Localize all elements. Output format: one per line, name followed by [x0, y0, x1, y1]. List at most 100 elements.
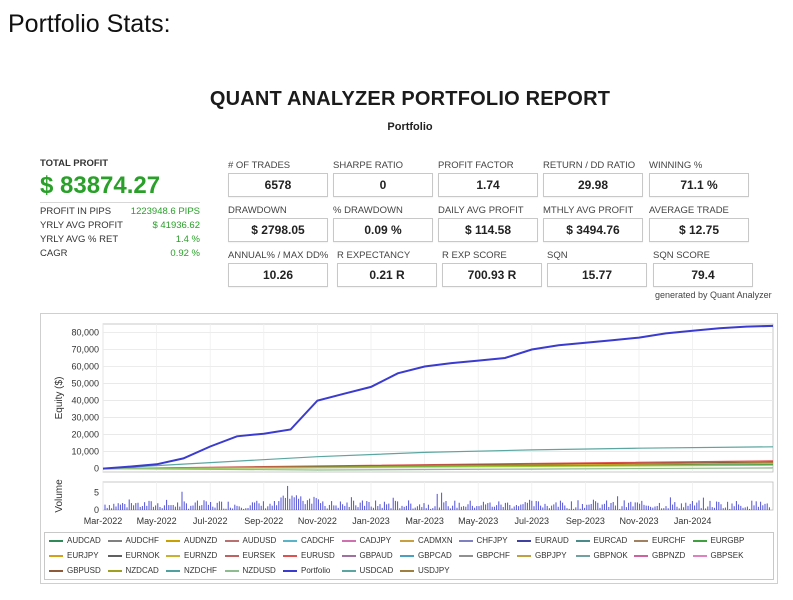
legend-label: GBPJPY	[535, 551, 567, 560]
equity-chart-frame: 0 10,000 20,000 30,000 40,000 50,000 60,000 70,…	[40, 313, 778, 584]
y-tick-label: 10,000	[71, 447, 99, 457]
volume-tick-label: 5	[94, 488, 99, 498]
legend-item-euraud: EURAUD	[517, 536, 569, 545]
volume-axis-label: Volume	[54, 479, 65, 513]
y-tick-label: 50,000	[71, 379, 99, 389]
legend-item-eurjpy: EURJPY	[49, 551, 99, 560]
legend-label: CADCHF	[301, 536, 335, 545]
stat-label: % DRAWDOWN	[333, 205, 403, 216]
stat-value: 10.26	[228, 263, 328, 287]
legend-item-usdjpy: USDJPY	[400, 566, 450, 575]
stat-sqn: SQN 15.77	[547, 250, 647, 287]
report-subtitle: Portfolio	[387, 121, 433, 133]
stat-value: 0.09 %	[333, 218, 433, 242]
legend-item-audusd: AUDUSD	[224, 536, 277, 545]
report-title: QUANT ANALYZER PORTFOLIO REPORT	[209, 88, 611, 110]
y-tick-label: 80,000	[71, 328, 99, 338]
stat-sqn-score: SQN SCORE 79.4	[653, 250, 753, 287]
x-tick-label: Jan-2023	[352, 516, 390, 526]
stat-label: SQN SCORE	[653, 250, 711, 261]
stat-r-expectancy: R EXPECTANCY 0.21 R	[337, 250, 437, 287]
legend-label: AUDCAD	[67, 536, 101, 545]
cagr-row: CAGR 0.92 %	[40, 248, 200, 259]
stat-value: 15.77	[547, 263, 647, 287]
legend-swatch	[107, 569, 122, 572]
legend-swatch	[575, 539, 590, 542]
x-tick-label: Jan-2024	[674, 516, 712, 526]
row-label: PROFIT IN PIPS	[40, 206, 112, 217]
stat-value: 79.4	[653, 263, 753, 287]
legend-label: GBPAUD	[359, 551, 393, 560]
legend-label: EURCHF	[652, 536, 686, 545]
stat-monthly-avg-profit: MTHLY AVG PROFIT $ 3494.76	[543, 205, 643, 242]
legend-item-audnzd: AUDNZD	[166, 536, 217, 545]
x-tick-label: Nov-2023	[619, 516, 658, 526]
legend-swatch	[517, 554, 531, 557]
stat-value: 700.93 R	[442, 263, 542, 287]
stat-label: SQN	[547, 250, 568, 261]
total-profit-panel: TOTAL PROFIT $ 83874.27 PROFIT IN PIPS 12…	[40, 158, 200, 259]
legend-label: AUDUSD	[242, 536, 277, 545]
stat-value: $ 114.58	[438, 218, 538, 242]
legend-swatch	[692, 539, 707, 542]
legend-label: EURUSD	[301, 551, 335, 560]
yearly-avg-return-row: YRLY AVG % RET 1.4 %	[40, 234, 200, 245]
legend-item-gbpchf: GBPCHF	[458, 551, 510, 560]
y-tick-label: 0	[94, 464, 99, 474]
stat-label: MTHLY AVG PROFIT	[543, 205, 634, 216]
legend-label: GBPNZD	[652, 551, 686, 560]
x-tick-label: Sep-2023	[566, 516, 605, 526]
legend-swatch	[283, 539, 297, 542]
legend-label: GBPUSD	[67, 566, 101, 575]
legend-item-cadjpy: CADJPY	[341, 536, 392, 545]
stat-sharpe-ratio: SHARPE RATIO 0	[333, 160, 433, 197]
legend-item-gbpjpy: GBPJPY	[517, 551, 567, 560]
legend-item-cadchf: CADCHF	[283, 536, 334, 545]
x-tick-label: Mar-2022	[84, 516, 123, 526]
legend-swatch	[49, 539, 63, 542]
legend-item-cadmxn: CADMXN	[400, 536, 453, 545]
yearly-avg-profit-row: YRLY AVG PROFIT $ 41936.62	[40, 220, 200, 231]
legend-item-gbpnzd: GBPNZD	[634, 551, 685, 560]
chart-legend: AUDCAD AUDCHF AUDNZD AUDUSD CADCHF CADJPY CADM…	[44, 532, 774, 580]
legend-swatch	[692, 554, 707, 557]
stat-value: 29.98	[543, 173, 643, 197]
stat-daily-avg-profit: DAILY AVG PROFIT $ 114.58	[438, 205, 538, 242]
legend-swatch	[49, 554, 63, 557]
total-profit-label: TOTAL PROFIT	[40, 158, 109, 169]
total-profit-value: $ 83874.27	[40, 172, 200, 203]
legend-label: EURNOK	[125, 551, 160, 560]
legend-swatch	[458, 554, 473, 557]
stat-value: 6578	[228, 173, 328, 197]
legend-item-gbpsek: GBPSEK	[692, 551, 743, 560]
legend-label: EURSEK	[242, 551, 276, 560]
legend-label: EURAUD	[535, 536, 569, 545]
legend-swatch	[224, 539, 239, 542]
legend-label: CADJPY	[359, 536, 392, 545]
stat-percent-drawdown: % DRAWDOWN 0.09 %	[333, 205, 433, 242]
y-tick-label: 20,000	[71, 430, 99, 440]
legend-label: CHFJPY	[476, 536, 508, 545]
legend-item-nzdusd: NZDUSD	[224, 566, 276, 575]
equity-plot-area	[102, 323, 774, 473]
legend-item-eursek: EURSEK	[224, 551, 276, 560]
stat-value: $ 12.75	[649, 218, 749, 242]
legend-item-gbpaud: GBPAUD	[341, 551, 393, 560]
legend-swatch	[400, 554, 414, 557]
legend-item-gbpnok: GBPNOK	[575, 551, 628, 560]
stat-annual-max-dd: ANNUAL% / MAX DD% 10.26	[228, 250, 328, 287]
legend-item-portfolio: Portfolio	[283, 566, 330, 575]
page-heading: Portfolio Stats:	[8, 10, 171, 38]
legend-swatch	[575, 554, 590, 557]
y-axis-label: Equity ($)	[54, 377, 65, 420]
stat-winning-percent: WINNING % 71.1 %	[649, 160, 749, 197]
stat-label: RETURN / DD RATIO	[543, 160, 636, 171]
row-value: 1.4 %	[175, 234, 200, 245]
stat-label: DAILY AVG PROFIT	[438, 205, 524, 216]
legend-label: GBPCHF	[476, 551, 510, 560]
y-tick-label: 30,000	[71, 413, 99, 423]
legend-item-nzdchf: NZDCHF	[166, 566, 217, 575]
stat-return-dd-ratio: RETURN / DD RATIO 29.98	[543, 160, 643, 197]
legend-item-gbpusd: GBPUSD	[49, 566, 101, 575]
generated-by-note: generated by Quant Analyzer	[655, 290, 772, 300]
